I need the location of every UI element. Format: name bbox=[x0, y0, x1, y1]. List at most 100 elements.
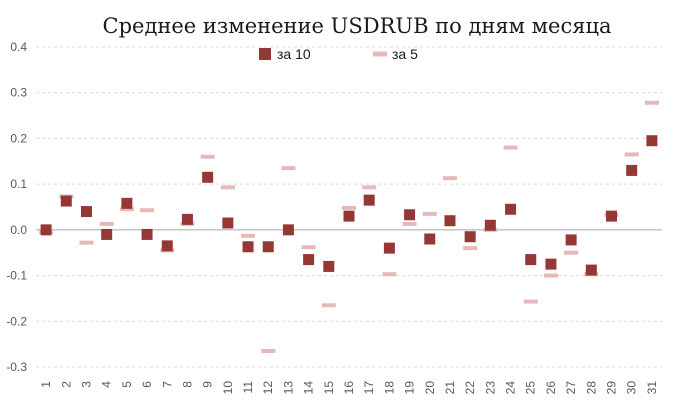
point-za-10 bbox=[505, 203, 517, 215]
y-tick-label: 0.2 bbox=[10, 131, 27, 145]
point-za-5 bbox=[624, 152, 639, 157]
point-za-5 bbox=[241, 233, 256, 238]
x-tick-label: 5 bbox=[120, 381, 134, 388]
y-tick-label: 0.0 bbox=[10, 223, 27, 237]
point-za-10 bbox=[646, 135, 658, 147]
point-za-10 bbox=[585, 264, 597, 276]
x-tick-label: 31 bbox=[645, 381, 659, 395]
x-tick-label: 2 bbox=[59, 381, 73, 388]
point-za-10 bbox=[222, 217, 234, 229]
point-za-5 bbox=[382, 272, 397, 277]
y-tick-label: -0.1 bbox=[6, 269, 27, 283]
x-tick-label: 17 bbox=[362, 381, 376, 395]
x-tick-label: 19 bbox=[403, 381, 417, 395]
legend: за 10 за 5 bbox=[259, 46, 418, 62]
x-tick-label: 6 bbox=[140, 381, 154, 388]
x-tick-label: 15 bbox=[322, 381, 336, 395]
x-tick-label: 10 bbox=[221, 381, 235, 395]
point-za-10 bbox=[161, 240, 173, 252]
point-za-10 bbox=[101, 228, 113, 240]
point-za-10 bbox=[606, 210, 618, 222]
point-za-10 bbox=[121, 197, 133, 209]
point-za-10 bbox=[383, 242, 395, 254]
point-za-10 bbox=[60, 195, 72, 207]
legend-label-za-10: за 10 bbox=[277, 46, 311, 62]
point-za-5 bbox=[564, 250, 579, 255]
x-tick-label: 26 bbox=[544, 381, 558, 395]
point-za-10 bbox=[262, 241, 274, 253]
legend-marker-za-5 bbox=[373, 51, 387, 57]
point-za-10 bbox=[404, 209, 416, 221]
y-tick-label: 0.4 bbox=[10, 40, 27, 54]
x-tick-label: 13 bbox=[281, 381, 295, 395]
point-za-10 bbox=[343, 210, 355, 222]
x-tick-label: 18 bbox=[382, 381, 396, 395]
point-za-10 bbox=[40, 224, 52, 236]
point-za-5 bbox=[119, 207, 134, 212]
point-za-5 bbox=[140, 208, 155, 213]
point-za-10 bbox=[464, 231, 476, 243]
y-tick-label: 0.1 bbox=[10, 177, 27, 191]
point-za-5 bbox=[523, 299, 538, 304]
point-za-10 bbox=[545, 258, 557, 270]
point-za-5 bbox=[200, 154, 215, 159]
x-tick-label: 1 bbox=[39, 381, 53, 388]
legend-label-za-5: за 5 bbox=[392, 46, 418, 62]
point-za-10 bbox=[525, 254, 537, 266]
x-tick-label: 25 bbox=[524, 381, 538, 395]
point-za-5 bbox=[422, 211, 437, 216]
x-tick-label: 30 bbox=[625, 381, 639, 395]
x-tick-label: 21 bbox=[443, 381, 457, 395]
x-tick-label: 27 bbox=[564, 381, 578, 395]
x-axis: 1 2 3 4 5 6 7 8 9 10 11 12 13 14 15 16 17 18 19 20 21 22 23 24 2… bbox=[39, 381, 659, 395]
point-za-5 bbox=[220, 185, 235, 190]
point-za-5 bbox=[79, 240, 94, 245]
point-za-10 bbox=[484, 219, 496, 231]
point-za-10 bbox=[282, 224, 294, 236]
point-za-5 bbox=[442, 176, 457, 181]
x-tick-label: 29 bbox=[605, 381, 619, 395]
point-za-10 bbox=[181, 213, 193, 225]
y-tick-label: -0.2 bbox=[6, 314, 27, 328]
x-tick-label: 22 bbox=[463, 381, 477, 395]
series-layer bbox=[39, 100, 659, 353]
x-tick-label: 24 bbox=[504, 381, 518, 395]
point-za-5 bbox=[99, 221, 114, 226]
point-za-10 bbox=[80, 206, 92, 218]
x-tick-label: 14 bbox=[302, 381, 316, 395]
point-za-10 bbox=[444, 215, 456, 227]
x-tick-label: 12 bbox=[261, 381, 275, 395]
point-za-10 bbox=[202, 171, 214, 183]
y-axis: -0.3 -0.2 -0.1 0.0 0.1 0.2 0.3 0.4 bbox=[6, 40, 27, 374]
point-za-5 bbox=[281, 166, 296, 171]
x-tick-label: 7 bbox=[160, 381, 174, 388]
point-za-5 bbox=[362, 185, 377, 190]
x-tick-label: 20 bbox=[423, 381, 437, 395]
point-za-10 bbox=[565, 234, 577, 246]
point-za-5 bbox=[503, 145, 518, 150]
y-tick-label: -0.3 bbox=[6, 360, 27, 374]
point-za-5 bbox=[543, 273, 558, 278]
point-za-10 bbox=[626, 164, 638, 176]
point-za-10 bbox=[424, 233, 436, 245]
point-za-5 bbox=[463, 246, 478, 251]
point-za-5 bbox=[342, 205, 356, 210]
x-tick-label: 11 bbox=[241, 381, 255, 394]
y-tick-label: 0.3 bbox=[10, 86, 27, 100]
x-tick-label: 3 bbox=[79, 381, 93, 388]
point-za-10 bbox=[323, 260, 335, 272]
point-za-10 bbox=[141, 228, 153, 240]
legend-marker-za-10 bbox=[259, 48, 271, 60]
gridlines bbox=[36, 46, 662, 368]
point-za-10 bbox=[363, 194, 375, 206]
point-za-5 bbox=[644, 100, 659, 105]
chart-title: Среднее изменение USDRUB по дням месяца bbox=[103, 14, 612, 38]
point-za-5 bbox=[301, 245, 316, 250]
point-za-5 bbox=[321, 303, 336, 308]
point-za-10 bbox=[242, 241, 254, 253]
point-za-10 bbox=[303, 254, 315, 266]
x-tick-label: 9 bbox=[201, 381, 215, 388]
x-tick-label: 23 bbox=[483, 381, 497, 395]
point-za-5 bbox=[261, 349, 276, 353]
